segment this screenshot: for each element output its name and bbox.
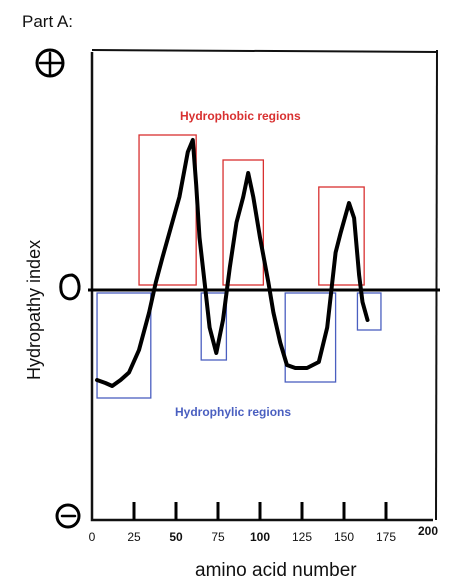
x-tick-label: 150 [334,530,354,544]
minus-icon [55,503,81,529]
hydrophilic-region-box [284,292,337,383]
x-tick-label: 75 [211,530,225,544]
x-tick-label: 200 [418,524,438,538]
x-tick-label: 0 [89,530,96,544]
x-tick-label: 50 [169,530,183,544]
x-tick-label: 175 [376,530,396,544]
series-line [95,138,370,388]
part-label: Part A: [22,12,73,31]
plus-icon [35,48,65,78]
region-boxes [96,134,382,399]
plot-frame [90,49,439,522]
hydrophilic-region-box [356,292,382,331]
hydrophilic-label: Hydrophylic regions [175,405,291,419]
hydrophobic-region-box [318,186,365,286]
x-tick-label: 25 [127,530,141,544]
x-tick-label: 100 [250,530,270,544]
hydrophobic-region-box [222,159,265,286]
x-axis-ticks: 0 25 50 75 100 125 150 175 200 [89,502,438,544]
hydrophilic-region-box [96,292,152,399]
hydrophilic-region-box [200,292,228,361]
x-tick-label: 125 [292,530,312,544]
zero-icon [59,273,81,301]
hydrophobic-label: Hydrophobic regions [180,109,301,123]
x-axis-title: amino acid number [195,560,357,581]
y-axis-title: Hydropathy index [24,240,44,380]
